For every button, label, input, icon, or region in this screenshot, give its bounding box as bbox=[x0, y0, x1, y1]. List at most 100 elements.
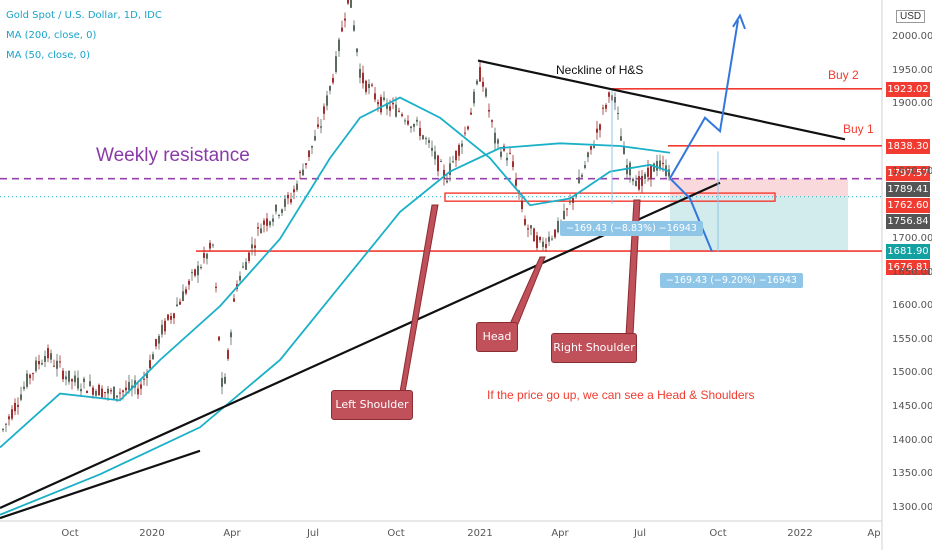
candle-body bbox=[434, 151, 436, 160]
candle-body bbox=[170, 316, 172, 320]
candle-body bbox=[197, 265, 199, 276]
y-tick-label: 1650.00 bbox=[892, 266, 932, 278]
candle-body bbox=[320, 126, 322, 128]
candle-body bbox=[110, 390, 112, 392]
candle-body bbox=[278, 215, 280, 217]
measure-label-2: −169.43 (−9.20%) −16943 bbox=[660, 273, 803, 288]
candle-body bbox=[464, 132, 466, 134]
candle-body bbox=[608, 92, 610, 97]
candle-body bbox=[230, 332, 232, 338]
candle-body bbox=[326, 95, 328, 106]
y-tick-label: 2000.00 bbox=[892, 31, 932, 42]
candle-body bbox=[224, 376, 226, 384]
bullish-projection-arrow bbox=[669, 20, 739, 179]
candle-body bbox=[188, 280, 190, 285]
candle-body bbox=[200, 266, 202, 269]
candle-body bbox=[470, 112, 472, 115]
candle-body bbox=[272, 218, 274, 222]
candle-body bbox=[431, 147, 433, 151]
candle-body bbox=[599, 124, 601, 131]
candle-body bbox=[191, 272, 193, 274]
candle-body bbox=[647, 167, 649, 177]
price-tag: 1789.41 bbox=[886, 182, 930, 198]
candle-body bbox=[239, 275, 241, 281]
candle-body bbox=[17, 404, 19, 407]
x-tick-label: Oct bbox=[709, 528, 727, 539]
candle-body bbox=[422, 135, 424, 140]
candle-body bbox=[392, 102, 394, 105]
y-tick-label: 1900.00 bbox=[892, 98, 932, 110]
candle-body bbox=[389, 106, 391, 111]
candle-body bbox=[401, 114, 403, 117]
x-tick-label: Ap bbox=[867, 528, 881, 539]
right-shoulder-callout[interactable]: Right Shoulder bbox=[551, 333, 637, 363]
hypothesis-text: If the price go up, we can see a Head & … bbox=[487, 388, 755, 402]
candle-body bbox=[308, 150, 310, 157]
price-tag: 1838.30 bbox=[886, 138, 930, 154]
candle-body bbox=[32, 373, 34, 375]
candle-body bbox=[467, 126, 469, 130]
candle-body bbox=[383, 97, 385, 100]
buy2-label: Buy 2 bbox=[828, 68, 859, 82]
candle-body bbox=[428, 140, 430, 143]
candle-body bbox=[89, 381, 91, 386]
candle-body bbox=[257, 227, 259, 229]
candle-body bbox=[635, 180, 637, 187]
x-tick-label: 2021 bbox=[467, 528, 493, 539]
candle-body bbox=[23, 386, 25, 389]
candle-body bbox=[173, 313, 175, 319]
x-tick-label: 2020 bbox=[139, 528, 165, 539]
y-tick-label: 1800.00 bbox=[892, 165, 932, 177]
candle-body bbox=[482, 81, 484, 87]
candle-body bbox=[101, 388, 103, 398]
candle-body bbox=[65, 376, 67, 380]
candle-body bbox=[29, 374, 31, 379]
currency-badge[interactable]: USD bbox=[896, 10, 926, 23]
head-callout[interactable]: Head bbox=[476, 322, 518, 352]
candle-body bbox=[461, 143, 463, 147]
head-pointer bbox=[509, 256, 546, 325]
candle-body bbox=[203, 253, 205, 258]
candle-body bbox=[539, 236, 541, 241]
candle-body bbox=[38, 361, 40, 365]
candle-body bbox=[146, 372, 148, 378]
candle-body bbox=[86, 390, 88, 394]
candle-body bbox=[113, 386, 115, 400]
candle-body bbox=[491, 120, 493, 122]
candle-body bbox=[116, 395, 118, 398]
candle-body bbox=[656, 160, 658, 171]
candle-body bbox=[185, 289, 187, 294]
price-tag: 1923.02 bbox=[886, 81, 930, 97]
candle-body bbox=[419, 128, 421, 136]
candle-body bbox=[179, 301, 181, 305]
candle-body bbox=[206, 253, 208, 259]
candle-body bbox=[455, 150, 457, 161]
candle-body bbox=[92, 387, 94, 395]
x-tick-label: Jul bbox=[633, 528, 647, 539]
candle-body bbox=[590, 146, 592, 150]
candle-body bbox=[215, 286, 217, 289]
candle-body bbox=[407, 120, 409, 125]
candle-body bbox=[353, 25, 355, 31]
candle-body bbox=[221, 378, 223, 387]
candle-body bbox=[26, 373, 28, 387]
ma200-line bbox=[0, 142, 671, 516]
candle-body bbox=[542, 241, 544, 247]
x-tick-label: Jul bbox=[306, 528, 320, 539]
candle-body bbox=[620, 136, 622, 141]
candle-body bbox=[587, 152, 589, 158]
left-shoulder-callout[interactable]: Left Shoulder bbox=[331, 390, 413, 420]
candle-body bbox=[95, 390, 97, 396]
candle-body bbox=[395, 104, 397, 117]
candle-body bbox=[500, 151, 502, 157]
candle-body bbox=[293, 189, 295, 193]
candle-body bbox=[2, 428, 4, 431]
candle-body bbox=[662, 162, 664, 165]
candle-body bbox=[5, 423, 7, 425]
candle-body bbox=[347, 0, 349, 4]
candle-body bbox=[617, 113, 619, 115]
shoulder-support-box bbox=[444, 192, 776, 202]
candle-body bbox=[437, 155, 439, 172]
candle-body bbox=[74, 375, 76, 383]
